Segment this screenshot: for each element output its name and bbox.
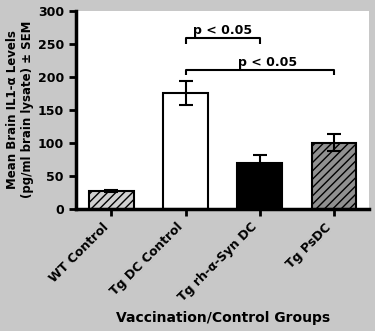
Bar bbox=[163, 93, 208, 209]
X-axis label: Vaccination/Control Groups: Vaccination/Control Groups bbox=[116, 311, 330, 325]
Bar bbox=[89, 191, 134, 209]
Bar bbox=[237, 163, 282, 209]
Text: p < 0.05: p < 0.05 bbox=[193, 24, 252, 37]
Bar bbox=[312, 143, 356, 209]
Y-axis label: Mean Brain IL1-α Levels
(pg/ml brain lysate) ± SEM: Mean Brain IL1-α Levels (pg/ml brain lys… bbox=[6, 21, 33, 198]
Text: p < 0.05: p < 0.05 bbox=[237, 56, 297, 69]
